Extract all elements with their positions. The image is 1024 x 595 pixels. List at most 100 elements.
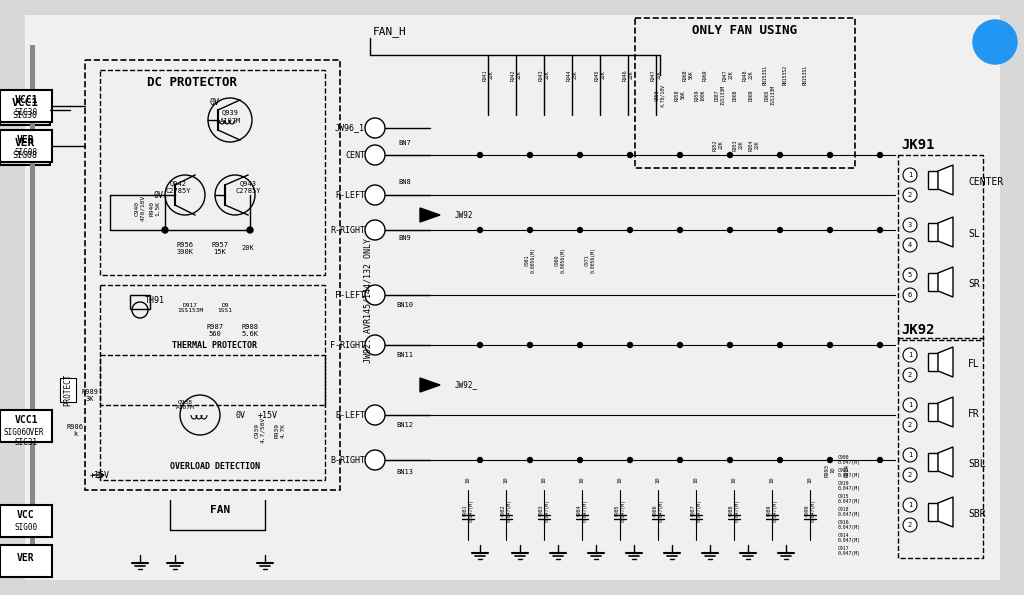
Text: SBL: SBL: [968, 459, 986, 469]
Circle shape: [903, 498, 918, 512]
Text: C850
4.70/10V: C850 4.70/10V: [654, 83, 666, 107]
Text: 1: 1: [908, 502, 912, 508]
Polygon shape: [938, 217, 953, 247]
Polygon shape: [938, 497, 953, 527]
Text: 10: 10: [693, 477, 698, 483]
Text: 20K: 20K: [242, 245, 254, 251]
Text: SIG06: SIG06: [3, 427, 27, 437]
Circle shape: [365, 185, 385, 205]
Text: C939
4.7/50V: C939 4.7/50V: [255, 417, 265, 443]
Text: FR: FR: [968, 409, 980, 419]
Text: R958
56K: R958 56K: [675, 89, 685, 101]
Circle shape: [777, 458, 782, 462]
Text: 2: 2: [908, 372, 912, 378]
Text: F-LEFT: F-LEFT: [335, 290, 365, 299]
Circle shape: [365, 335, 385, 355]
Text: C990
0.047(M): C990 0.047(M): [805, 499, 815, 521]
Text: R959
100K: R959 100K: [694, 89, 706, 101]
Text: C940
470/10V: C940 470/10V: [134, 195, 145, 221]
Text: VCC1: VCC1: [14, 95, 38, 105]
Text: C2785Y: C2785Y: [236, 188, 261, 194]
Text: JK92: JK92: [901, 323, 935, 337]
Circle shape: [365, 220, 385, 240]
Circle shape: [628, 227, 633, 233]
Bar: [85, 60, 340, 490]
Text: TH91: TH91: [145, 296, 165, 305]
Text: RN153S1: RN153S1: [763, 65, 773, 85]
Text: R-RIGHT: R-RIGHT: [330, 226, 365, 234]
Circle shape: [477, 227, 482, 233]
Text: C984
0.047(M): C984 0.047(M): [577, 499, 588, 521]
Text: CENTER: CENTER: [968, 177, 1004, 187]
Text: BN9: BN9: [398, 235, 412, 241]
Text: 0V: 0V: [153, 190, 163, 199]
Circle shape: [827, 458, 833, 462]
Circle shape: [777, 343, 782, 347]
Text: C914
0.047(M): C914 0.047(M): [838, 533, 861, 543]
Text: W: W: [991, 35, 999, 49]
Text: BN8: BN8: [398, 179, 412, 185]
Text: BN11: BN11: [396, 352, 414, 358]
Text: +15V: +15V: [258, 411, 278, 419]
Text: F-RIGHT: F-RIGHT: [330, 340, 365, 349]
Circle shape: [678, 152, 683, 158]
Text: BN7: BN7: [398, 140, 412, 146]
Text: 5: 5: [908, 272, 912, 278]
Text: 4: 4: [908, 242, 912, 248]
Text: 10: 10: [542, 477, 547, 483]
Text: VCC1: VCC1: [11, 98, 39, 108]
Circle shape: [903, 288, 918, 302]
Text: 3: 3: [908, 222, 912, 228]
Text: R939
4.7K: R939 4.7K: [274, 422, 286, 437]
Text: SIG08: SIG08: [12, 151, 38, 159]
Text: JW92: JW92: [455, 211, 473, 220]
Text: R947
22K: R947 22K: [650, 69, 662, 81]
Polygon shape: [928, 171, 938, 189]
Bar: [60, 378, 76, 402]
Text: 10: 10: [466, 477, 470, 483]
Text: R968
56K: R968 56K: [683, 69, 693, 81]
Text: VER: VER: [17, 553, 35, 563]
Polygon shape: [928, 453, 938, 471]
Bar: [0, 95, 50, 125]
Text: Q943: Q943: [240, 180, 256, 186]
Text: VER: VER: [17, 135, 35, 145]
Circle shape: [903, 368, 918, 382]
Text: BN13: BN13: [396, 469, 414, 475]
Circle shape: [527, 343, 532, 347]
Circle shape: [878, 227, 883, 233]
Text: C980
0.0056(M): C980 0.0056(M): [555, 247, 565, 273]
Circle shape: [678, 458, 683, 462]
Circle shape: [777, 152, 782, 158]
Text: R947
22K: R947 22K: [723, 69, 733, 81]
Text: R954
22K: R954 22K: [749, 139, 760, 151]
Bar: [100, 70, 325, 275]
Polygon shape: [420, 208, 440, 222]
Text: R945
22K: R945 22K: [595, 69, 605, 81]
Text: R943
22K: R943 22K: [539, 69, 550, 81]
Bar: [130, 295, 150, 309]
Circle shape: [727, 227, 732, 233]
Text: D965
1SS133M: D965 1SS133M: [765, 85, 775, 105]
Text: C981
0.0056(M): C981 0.0056(M): [524, 247, 536, 273]
Text: R969: R969: [702, 69, 714, 81]
Circle shape: [628, 458, 633, 462]
Circle shape: [903, 348, 918, 362]
Circle shape: [365, 450, 385, 470]
Circle shape: [903, 418, 918, 432]
Text: FL: FL: [968, 359, 980, 369]
Text: DC PROTECTOR: DC PROTECTOR: [147, 76, 237, 89]
Circle shape: [628, 152, 633, 158]
Polygon shape: [928, 503, 938, 521]
Bar: [0, 505, 52, 537]
Bar: [898, 155, 983, 340]
Polygon shape: [938, 165, 953, 195]
Text: R986
k: R986 k: [67, 424, 84, 437]
Circle shape: [578, 458, 583, 462]
Bar: [30, 45, 35, 565]
Text: 10: 10: [504, 477, 509, 483]
Circle shape: [727, 343, 732, 347]
Text: 1: 1: [908, 352, 912, 358]
Circle shape: [247, 227, 253, 233]
Bar: [100, 285, 325, 405]
